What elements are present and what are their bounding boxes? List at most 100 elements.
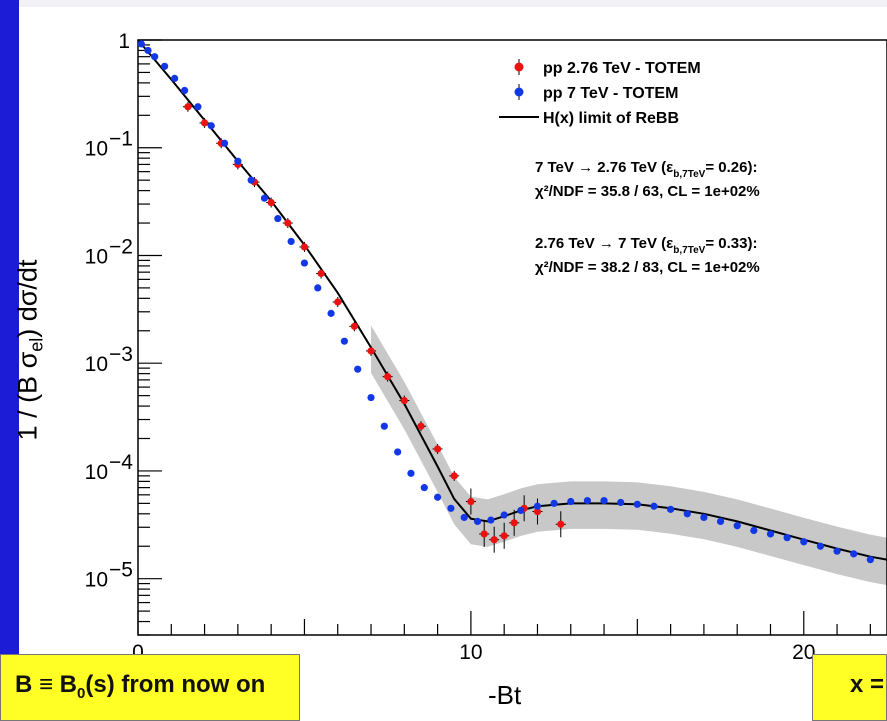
slide-top-strip — [19, 0, 887, 7]
y-axis-label-main: 1 / (B σ — [12, 351, 43, 441]
legend-marker — [514, 62, 524, 72]
data-point — [274, 214, 282, 223]
data-point — [380, 422, 388, 430]
data-point — [766, 530, 775, 538]
data-point — [716, 517, 725, 526]
data-point — [480, 530, 488, 538]
y-tick-label: 10 — [85, 138, 108, 161]
data-point — [184, 103, 192, 111]
data-point — [487, 516, 495, 524]
data-point — [394, 448, 402, 456]
data-point — [137, 40, 145, 48]
data-point — [367, 347, 375, 355]
data-point — [350, 322, 358, 330]
y-axis-label-sub: el — [26, 337, 47, 352]
data-point — [500, 511, 508, 519]
data-point — [633, 500, 641, 508]
uncertainty-band-area — [371, 325, 887, 586]
data-point — [733, 522, 741, 530]
x-tick-label: 0 — [132, 641, 144, 664]
y-tick-exponent: −1 — [109, 128, 133, 151]
data-point — [850, 550, 858, 558]
data-point — [151, 53, 159, 61]
y-tick-exponent: −4 — [109, 451, 133, 474]
data-point — [220, 139, 229, 147]
data-point — [783, 534, 791, 542]
data-point — [533, 507, 542, 516]
plot-background — [19, 7, 887, 721]
slide-side-bar — [0, 0, 19, 721]
series-pp-7-tev — [137, 40, 874, 564]
y-tick-label: 10 — [85, 569, 108, 592]
series-pp-2-76-tev — [182, 101, 566, 553]
data-point — [420, 484, 428, 492]
fit-result-line1: 2.76 TeV → 7 TeV (εb,7TeV= 0.33): — [535, 235, 757, 256]
data-point — [600, 497, 608, 505]
data-point — [866, 556, 874, 564]
data-point — [384, 373, 392, 381]
b-definition-text: B ≡ B — [15, 671, 78, 698]
data-point — [683, 510, 691, 518]
data-points — [137, 40, 874, 564]
y-tick-label: 10 — [85, 353, 108, 376]
data-point — [434, 493, 442, 501]
y-tick-exponent: −5 — [109, 559, 133, 582]
data-point — [533, 502, 542, 510]
data-point — [287, 237, 295, 246]
data-point — [450, 472, 458, 480]
plot-axes: 110 −110 −210 −310 −410 −50 10 20 — [85, 30, 887, 664]
data-point — [317, 269, 325, 278]
data-point — [833, 547, 841, 555]
data-point — [247, 176, 255, 184]
y-tick-exponent: −2 — [109, 235, 133, 258]
legend: pp 2.76 TeV - TOTEM pp 7 TeV - TOTEM H(x) … — [499, 59, 701, 127]
data-point — [200, 119, 209, 127]
data-point — [460, 513, 468, 522]
y-tick-label: 1 — [118, 30, 130, 53]
b-definition-note: B ≡ B0(s) from now on — [0, 654, 300, 721]
data-point — [500, 532, 508, 540]
data-point — [260, 194, 269, 202]
data-point — [447, 504, 455, 512]
data-point — [300, 243, 309, 251]
fit-result-line2: χ²/NDF = 35.8 / 63, CL = 1e+02% — [535, 183, 760, 200]
data-point — [334, 298, 342, 306]
data-point — [816, 542, 825, 550]
data-point — [407, 469, 415, 477]
data-point — [473, 517, 482, 526]
data-point — [800, 538, 808, 546]
x-tick-label: 10 — [459, 641, 482, 664]
data-point — [517, 506, 525, 515]
fit-result-line1: 7 TeV → 2.76 TeV (εb,7TeV= 0.26): — [535, 159, 757, 180]
b-definition-sub: 0 — [77, 684, 86, 702]
legend-label: pp 7 TeV - TOTEM — [543, 85, 678, 102]
data-point — [400, 396, 408, 405]
data-point — [314, 284, 322, 292]
scattering-plot: 110 −110 −210 −310 −410 −50 10 20 pp 2.76 TeV -… — [85, 30, 887, 664]
y-tick-label: 10 — [85, 245, 108, 268]
y-tick-exponent: −3 — [109, 343, 133, 366]
data-point — [181, 86, 189, 95]
data-point — [340, 337, 348, 345]
fit-result-line2: χ²/NDF = 38.2 / 83, CL = 1e+02% — [535, 259, 760, 276]
data-point — [583, 497, 592, 505]
y-tick-label: 10 — [85, 461, 108, 484]
data-point — [207, 122, 215, 130]
legend-marker — [514, 87, 524, 97]
data-point — [194, 103, 202, 111]
data-point — [144, 46, 152, 55]
data-point — [617, 498, 625, 507]
data-point — [650, 502, 658, 510]
data-point — [567, 497, 575, 506]
data-point — [667, 505, 675, 513]
data-point — [490, 536, 498, 544]
x-definition-note: x = — [812, 654, 887, 721]
data-point — [700, 513, 708, 522]
legend-label: pp 2.76 TeV - TOTEM — [543, 60, 701, 77]
data-point — [300, 259, 309, 267]
x-definition-text: x = — [850, 671, 885, 698]
data-point — [284, 219, 292, 227]
data-point — [354, 365, 362, 373]
uncertainty-band — [371, 325, 887, 586]
data-point — [750, 526, 758, 535]
